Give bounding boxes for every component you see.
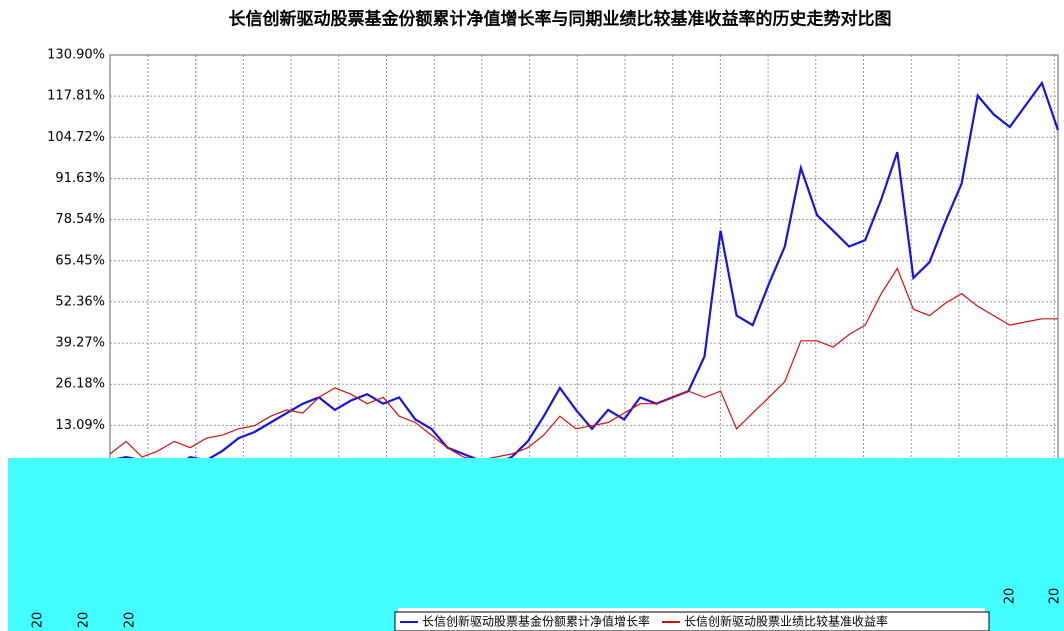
data-line (109, 267, 1058, 461)
x-tick-label: 20 (77, 612, 92, 629)
corrupt-strip (8, 606, 398, 631)
x-tick-label: 20 (1003, 588, 1018, 605)
x-tick-label: 20 (1048, 588, 1063, 605)
data-line (109, 80, 1060, 468)
x-tick-label: 20 (31, 612, 46, 629)
y-tick-label: 52.36% (55, 294, 105, 309)
y-tick-label: 104.72% (47, 130, 105, 145)
legend-box (394, 611, 990, 631)
y-tick-label: 13.09% (55, 418, 105, 433)
y-tick-label: 130.90% (47, 48, 105, 63)
chart-title: 长信创新驱动股票基金份额累计净值增长率与同期业绩比较基准收益率的历史走势对比图 (229, 9, 892, 30)
legend-label: 长信创新驱动股票业绩比较基准收益率 (684, 614, 888, 629)
y-tick-label: 91.63% (55, 171, 105, 186)
x-tick-label: 20 (123, 612, 138, 629)
y-tick-label: 65.45% (55, 253, 105, 268)
y-tick-label: 26.18% (55, 377, 105, 392)
y-tick-label: 39.27% (55, 336, 105, 351)
corrupt-block (8, 458, 1064, 608)
legend: 长信创新驱动股票基金份额累计净值增长率 长信创新驱动股票业绩比较基准收益率 (394, 611, 990, 631)
y-tick-label: 78.54% (55, 212, 105, 227)
legend-label: 长信创新驱动股票基金份额累计净值增长率 (422, 614, 650, 629)
y-tick-label: 117.81% (47, 89, 105, 104)
corrupt-strip (985, 606, 1064, 631)
